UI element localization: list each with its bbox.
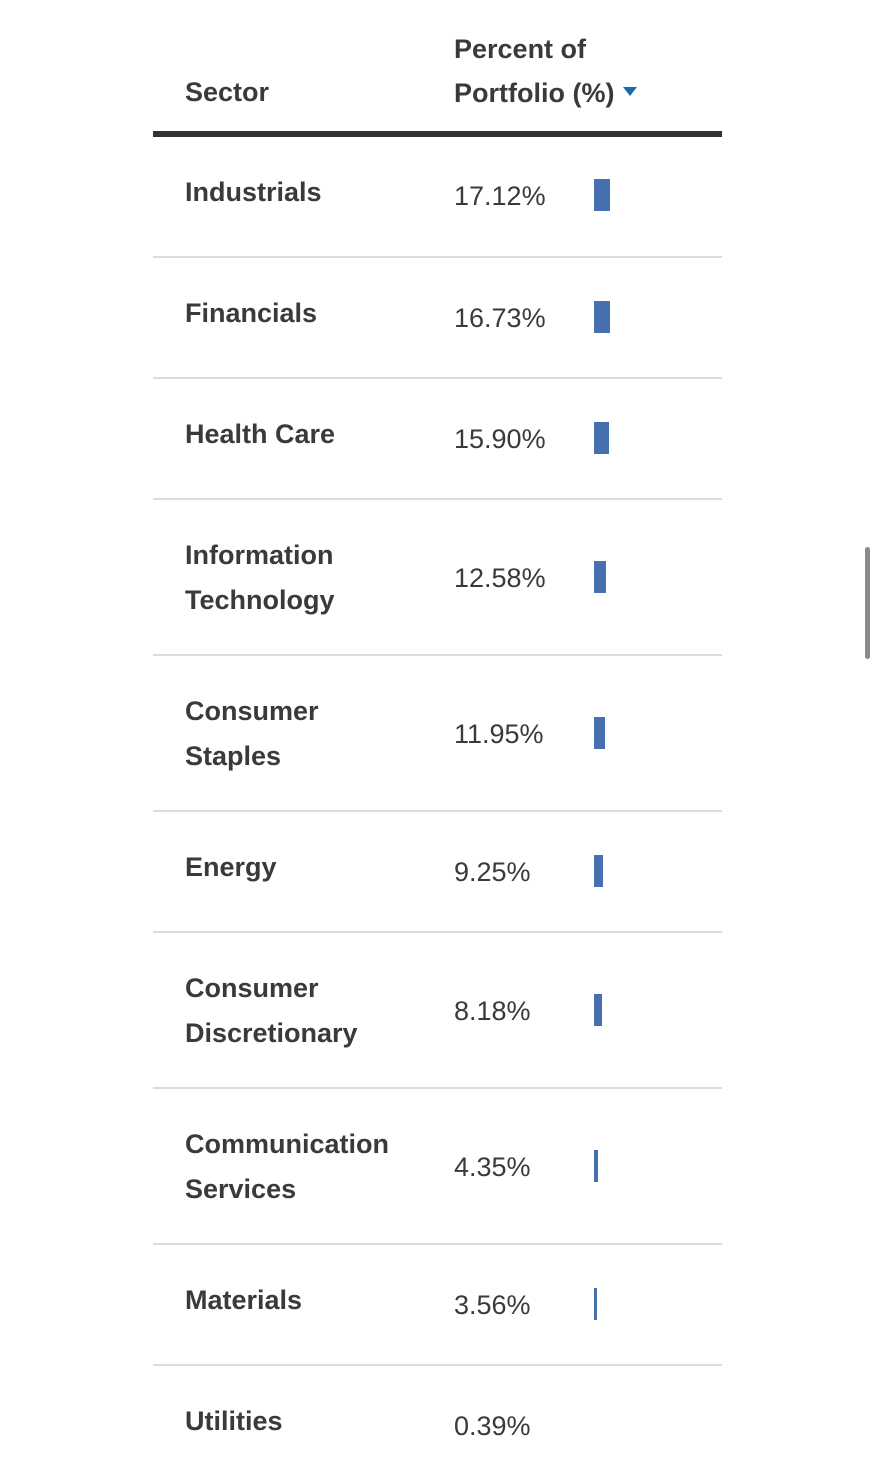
- sector-name: Information Technology: [185, 540, 335, 615]
- percent-bar: [594, 717, 605, 749]
- table-row: Energy 9.25%: [153, 812, 722, 933]
- sector-percent: 3.56%: [454, 1290, 531, 1320]
- percent-bar: [594, 994, 602, 1026]
- table-row: Industrials 17.12%: [153, 137, 722, 258]
- percent-header-line2-text: Portfolio (%): [454, 78, 615, 108]
- percent-bar: [594, 179, 610, 211]
- sector-name: Health Care: [185, 419, 336, 449]
- sector-name: Industrials: [185, 177, 322, 207]
- column-header-sector[interactable]: Sector: [185, 77, 270, 107]
- percent-bar: [594, 301, 610, 333]
- sector-name: Utilities: [185, 1406, 283, 1436]
- sector-name: Energy: [185, 852, 277, 882]
- sector-percent: 16.73%: [454, 303, 546, 333]
- percent-header-line1: Percent of: [454, 34, 587, 64]
- sector-percent: 4.35%: [454, 1152, 531, 1182]
- sector-percent: 9.25%: [454, 857, 531, 887]
- table-row: Materials 3.56%: [153, 1245, 722, 1366]
- vertical-scrollbar[interactable]: [865, 547, 870, 659]
- percent-header-line2: Portfolio (%): [454, 71, 638, 115]
- sector-percent: 0.39%: [454, 1411, 531, 1441]
- table-row: Information Technology 12.58%: [153, 500, 722, 656]
- percent-bar: [594, 561, 606, 593]
- percent-bar: [594, 855, 603, 887]
- column-header-percent[interactable]: Percent of Portfolio (%): [454, 27, 638, 115]
- sector-percent: 12.58%: [454, 563, 546, 593]
- table-header: Sector Percent of Portfolio (%): [153, 0, 722, 137]
- table-row: Utilities 0.39%: [153, 1366, 722, 1472]
- table-row: Consumer Discretionary 8.18%: [153, 933, 722, 1089]
- sector-percent: 11.95%: [454, 719, 544, 749]
- sort-descending-icon[interactable]: [623, 87, 638, 96]
- sector-name: Communication Services: [185, 1129, 390, 1204]
- table-row: Financials 16.73%: [153, 258, 722, 379]
- sector-name: Financials: [185, 298, 318, 328]
- percent-bar: [594, 1288, 597, 1320]
- sector-percent: 17.12%: [454, 181, 546, 211]
- sector-allocation-table: Sector Percent of Portfolio (%) Industri…: [153, 0, 722, 1472]
- sector-name: Consumer Staples: [185, 696, 319, 771]
- sector-percent: 8.18%: [454, 996, 531, 1026]
- sector-name: Consumer Discretionary: [185, 973, 358, 1048]
- table-row: Health Care 15.90%: [153, 379, 722, 500]
- sector-percent: 15.90%: [454, 424, 546, 454]
- table-row: Consumer Staples 11.95%: [153, 656, 722, 812]
- percent-bar: [594, 422, 609, 454]
- percent-bar: [594, 1150, 598, 1182]
- sector-name: Materials: [185, 1285, 303, 1315]
- table-row: Communication Services 4.35%: [153, 1089, 722, 1245]
